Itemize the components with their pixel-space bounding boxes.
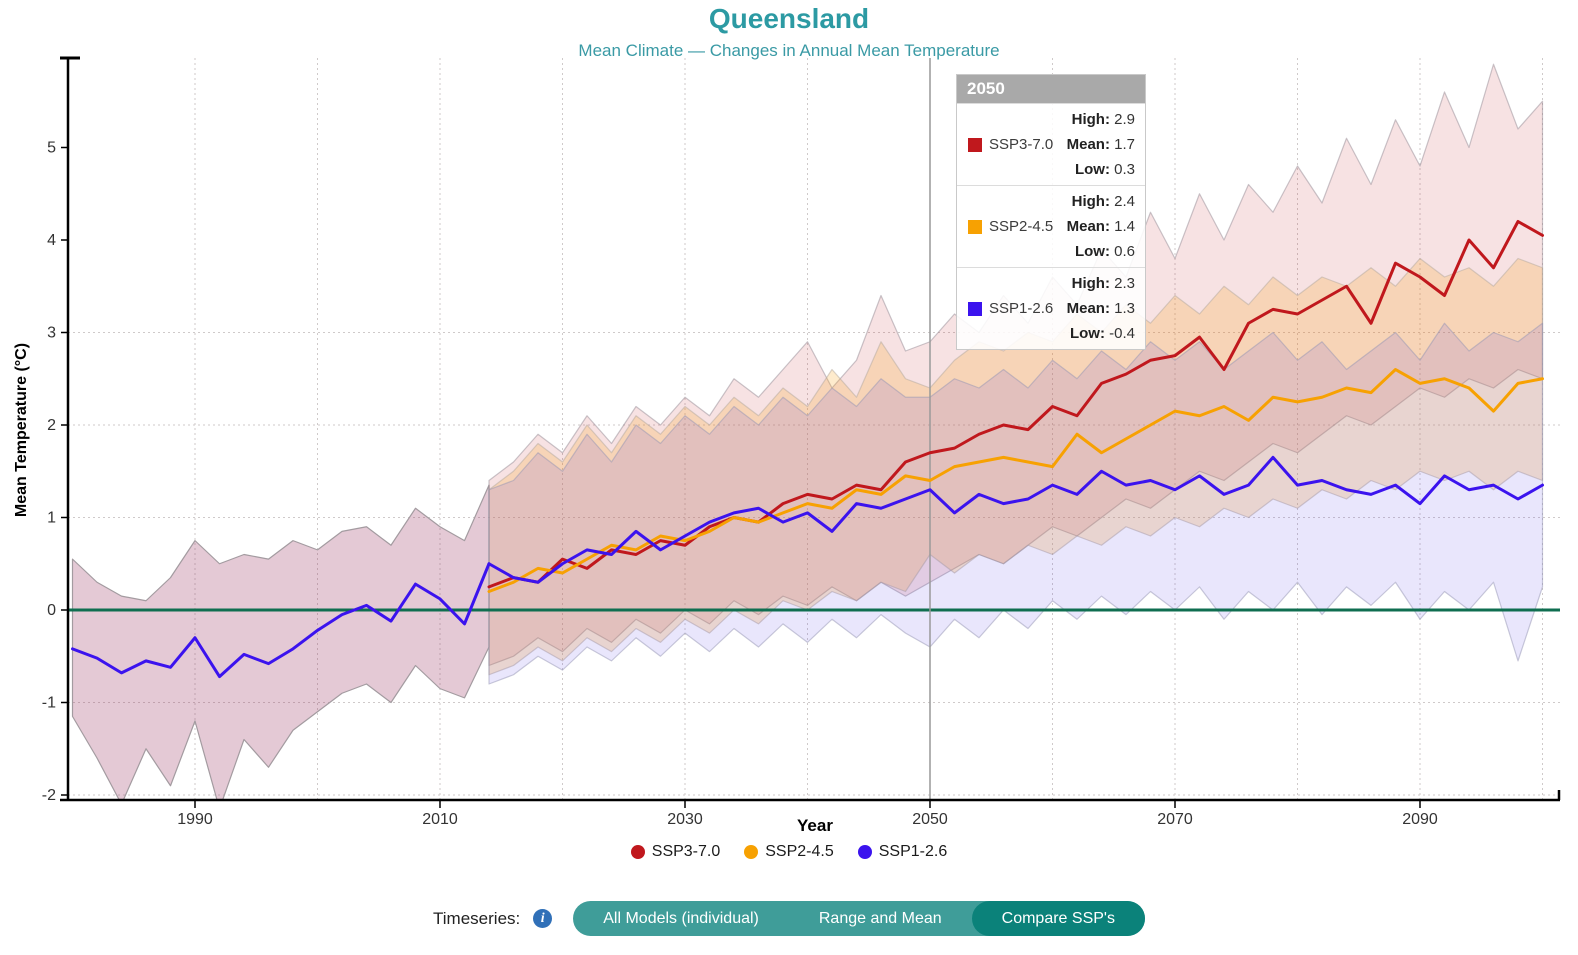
chart-legend: SSP3-7.0 SSP2-4.5 SSP1-2.6 <box>0 843 1578 861</box>
axis-labels: -2 -1 0 1 2 3 4 5 1990 2010 2030 2050 2070 2090 Year Me… <box>13 140 1438 836</box>
compare-ssps-button[interactable]: Compare SSP's <box>971 901 1145 936</box>
tooltip-row-ssp2: SSP2-4.5 High: 2.4 Mean: 1.4 Low: 0.6 <box>957 185 1145 267</box>
ssp1-low: -0.4 <box>1109 325 1135 342</box>
svg-text:2090: 2090 <box>1402 811 1438 828</box>
ssp3-swatch <box>968 137 982 152</box>
ssp2-legend-label: SSP2-4.5 <box>765 843 834 860</box>
ssp2-low: 0.6 <box>1114 243 1135 260</box>
legend-item-ssp2: SSP2-4.5 <box>744 843 834 861</box>
svg-text:2050: 2050 <box>912 811 948 828</box>
page-title: Queensland <box>708 3 870 34</box>
svg-text:3: 3 <box>47 325 56 342</box>
axes <box>60 56 1561 808</box>
temperature-change-chart[interactable]: -2 -1 0 1 2 3 4 5 1990 2010 2030 2050 2070 2090 Year Me… <box>0 0 1578 840</box>
ssp3-mean: 1.7 <box>1114 136 1135 153</box>
info-icon[interactable]: i <box>533 909 553 928</box>
band-SSP1-2.6 <box>488 322 1544 685</box>
legend-item-ssp3: SSP3-7.0 <box>630 843 721 861</box>
ssp2-name: SSP2-4.5 <box>989 218 1054 235</box>
timeseries-segmented-control: All Models (individual) Range and Mean C… <box>573 901 1145 936</box>
ssp1-name: SSP1-2.6 <box>989 300 1054 317</box>
ssp3-high: 2.9 <box>1114 111 1135 128</box>
ssp3-low: 0.3 <box>1114 161 1135 178</box>
svg-text:-2: -2 <box>42 787 56 804</box>
svg-text:-1: -1 <box>42 695 56 712</box>
range-and-mean-button[interactable]: Range and Mean <box>789 901 972 936</box>
y-axis-title: Mean Temperature (°C) <box>13 343 30 517</box>
ssp1-legend-dot <box>857 845 872 859</box>
series-line-SSP3-7.0 <box>487 220 1544 589</box>
svg-text:2: 2 <box>47 417 56 434</box>
svg-text:2030: 2030 <box>667 811 703 828</box>
series-line-SSP1-2.6 <box>487 455 1544 584</box>
svg-text:0: 0 <box>47 602 56 619</box>
timeseries-controls: Timeseries: i All Models (individual) Ra… <box>0 901 1578 936</box>
svg-text:2010: 2010 <box>422 811 458 828</box>
svg-text:4: 4 <box>47 232 56 249</box>
ssp1-swatch <box>968 301 982 316</box>
series-line-SSP2-4.5 <box>487 368 1544 593</box>
svg-text:1990: 1990 <box>177 811 213 828</box>
uncertainty-bands <box>71 63 1544 800</box>
all-models-button[interactable]: All Models (individual) <box>573 901 789 936</box>
historical-band <box>71 484 490 800</box>
tooltip-row-ssp1: SSP1-2.6 High: 2.3 Mean: 1.3 Low: -0.4 <box>957 267 1145 349</box>
page-subtitle: Mean Climate — Changes in Annual Mean Te… <box>578 41 1000 60</box>
legend-item-ssp1: SSP1-2.6 <box>857 843 948 861</box>
tooltip-row-ssp3: SSP3-7.0 High: 2.9 Mean: 1.7 Low: 0.3 <box>957 103 1145 185</box>
svg-text:1: 1 <box>47 510 56 527</box>
ssp1-mean: 1.3 <box>1114 300 1135 317</box>
ssp2-swatch <box>968 219 982 234</box>
ssp2-mean: 1.4 <box>1114 218 1135 235</box>
ssp2-high: 2.4 <box>1114 193 1135 210</box>
mean-lines <box>71 220 1544 679</box>
historical-line <box>71 562 491 679</box>
ssp3-legend-label: SSP3-7.0 <box>651 843 721 860</box>
timeseries-label: Timeseries: <box>433 908 521 928</box>
svg-text:2070: 2070 <box>1157 811 1193 828</box>
ssp2-legend-dot <box>744 845 759 859</box>
svg-text:5: 5 <box>47 140 56 157</box>
ssp3-name: SSP3-7.0 <box>989 136 1054 153</box>
hover-tooltip: 2050 SSP3-7.0 High: 2.9 Mean: 1.7 Low: 0… <box>956 74 1146 350</box>
ssp1-high: 2.3 <box>1114 275 1135 292</box>
tooltip-year-header: 2050 <box>957 75 1145 103</box>
ssp3-legend-dot <box>630 845 645 859</box>
ssp1-legend-label: SSP1-2.6 <box>878 843 948 860</box>
x-axis-title: Year <box>797 816 833 835</box>
